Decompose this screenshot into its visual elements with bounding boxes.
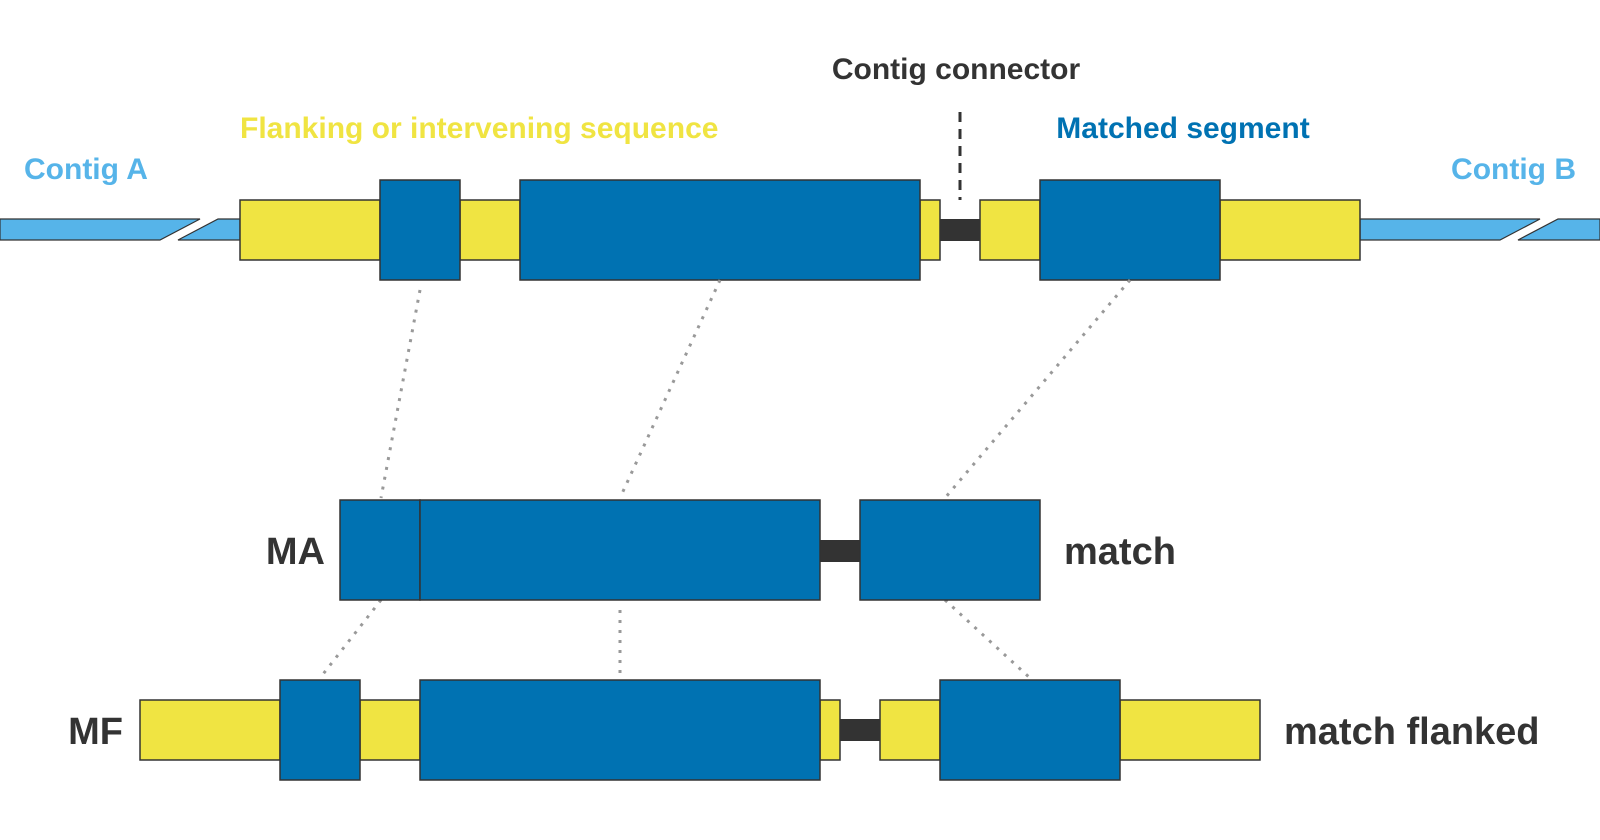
contig-b-line xyxy=(1359,218,1600,241)
ma-code-label: MA xyxy=(266,531,325,573)
mf-code-label: MF xyxy=(68,711,123,753)
mf-flank-2 xyxy=(359,699,421,761)
top-match-2 xyxy=(519,179,921,281)
mf-desc-label: match flanked xyxy=(1284,711,1540,753)
mf-match-2 xyxy=(419,679,821,781)
ma-desc-label: match xyxy=(1064,531,1176,573)
mf-connector xyxy=(840,719,880,741)
matched-segment-label: Matched segment xyxy=(1056,112,1309,145)
top-connector xyxy=(940,219,980,241)
top-flank-5 xyxy=(1219,199,1361,261)
ma-match-2 xyxy=(419,499,821,601)
mf-flank-3 xyxy=(819,699,841,761)
contig-a-line xyxy=(0,218,241,241)
top-match-1 xyxy=(379,179,461,281)
mf-flank-4 xyxy=(879,699,941,761)
top-match-3 xyxy=(1039,179,1221,281)
mf-match-3 xyxy=(939,679,1121,781)
mf-flank-5 xyxy=(1119,699,1261,761)
top-flank-2 xyxy=(459,199,521,261)
top-flank-1 xyxy=(239,199,381,261)
ma-match-1 xyxy=(339,499,421,601)
alignment-lines xyxy=(318,279,1132,680)
top-flank-3 xyxy=(919,199,941,261)
contig-connector-label: Contig connector xyxy=(832,53,1081,86)
mf-flank-1 xyxy=(139,699,281,761)
contig-b-label: Contig B xyxy=(1451,153,1576,186)
flanking-label: Flanking or intervening sequence xyxy=(240,112,718,145)
ma-match-3 xyxy=(859,499,1041,601)
top-flank-4 xyxy=(979,199,1041,261)
contig-a-label: Contig A xyxy=(24,153,148,186)
mf-match-1 xyxy=(279,679,361,781)
ma-connector xyxy=(820,540,860,562)
